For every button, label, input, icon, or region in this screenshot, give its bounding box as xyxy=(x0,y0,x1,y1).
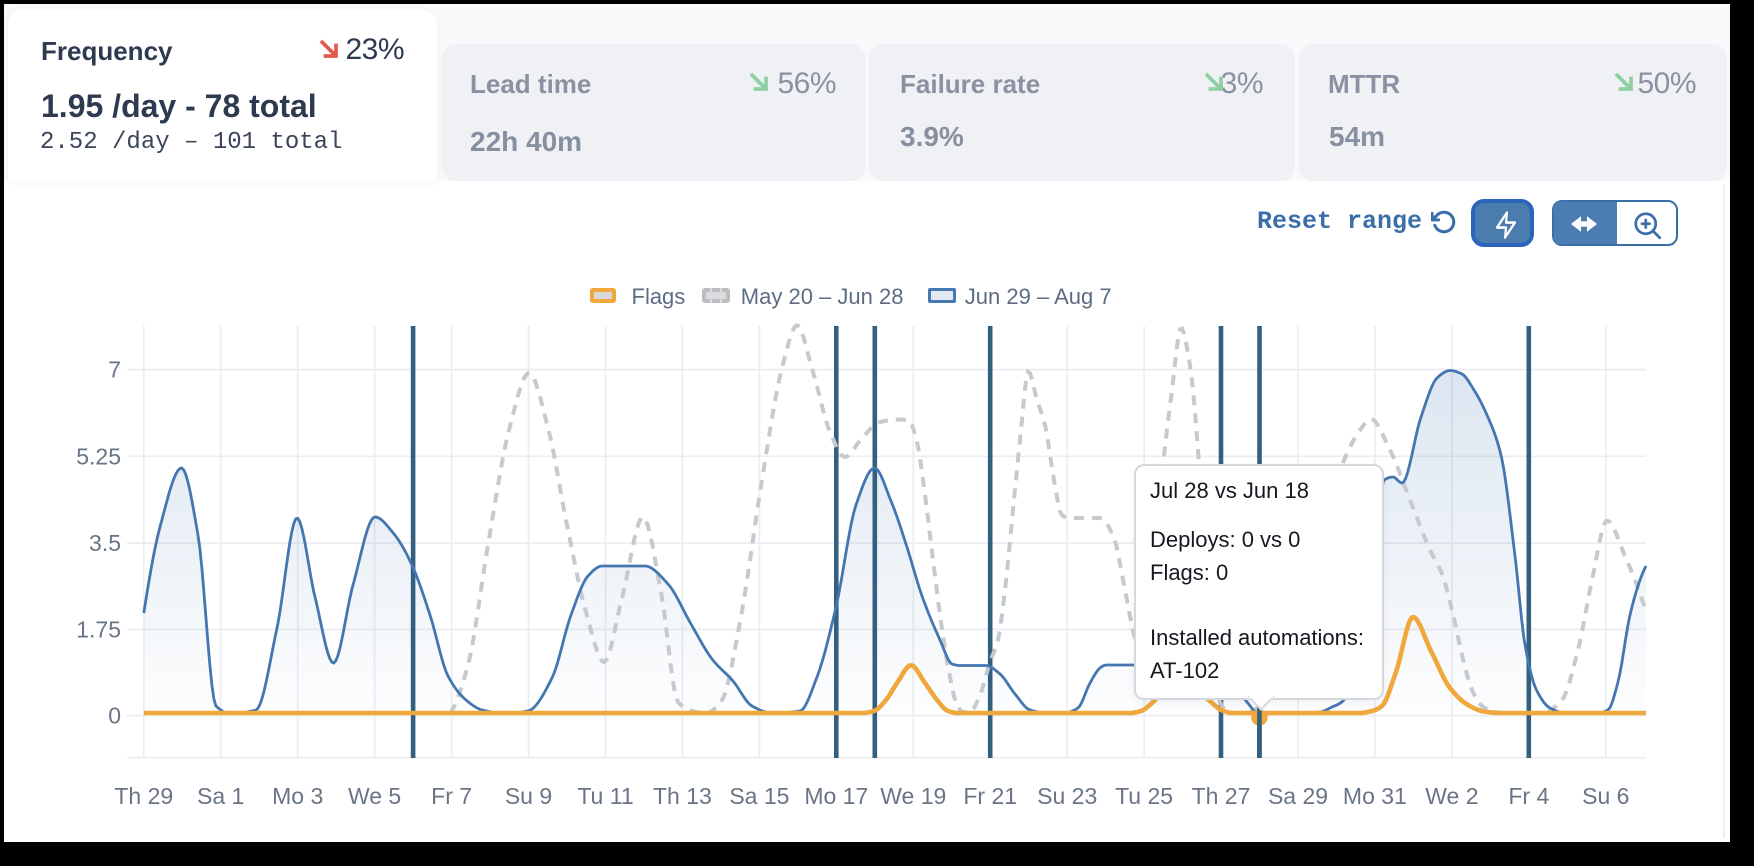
svg-text:Th 13: Th 13 xyxy=(653,783,712,809)
svg-text:We 5: We 5 xyxy=(348,783,401,809)
svg-text:Th 29: Th 29 xyxy=(114,783,173,809)
svg-text:Sa 29: Sa 29 xyxy=(1268,783,1328,809)
svg-text:Mo 17: Mo 17 xyxy=(804,783,868,809)
svg-text:Fr 21: Fr 21 xyxy=(963,783,1017,809)
svg-text:Su 23: Su 23 xyxy=(1037,783,1097,809)
svg-text:1.75: 1.75 xyxy=(76,616,121,642)
svg-text:We 19: We 19 xyxy=(880,783,946,809)
svg-text:Mo 3: Mo 3 xyxy=(272,783,323,809)
svg-text:Su 9: Su 9 xyxy=(505,783,552,809)
svg-text:5.25: 5.25 xyxy=(76,443,121,469)
svg-text:Sa 15: Sa 15 xyxy=(729,783,789,809)
svg-text:Mo 31: Mo 31 xyxy=(1343,783,1407,809)
svg-text:Tu 25: Tu 25 xyxy=(1115,783,1173,809)
svg-text:Fr 7: Fr 7 xyxy=(431,783,472,809)
svg-text:Tu 11: Tu 11 xyxy=(577,783,633,809)
svg-text:Th 27: Th 27 xyxy=(1192,783,1251,809)
svg-text:3.5: 3.5 xyxy=(89,530,121,556)
svg-text:0: 0 xyxy=(108,703,121,729)
svg-text:Su 6: Su 6 xyxy=(1582,783,1629,809)
svg-text:Fr 4: Fr 4 xyxy=(1508,783,1549,809)
svg-text:We 2: We 2 xyxy=(1425,783,1478,809)
svg-text:Sa 1: Sa 1 xyxy=(197,783,244,809)
svg-text:7: 7 xyxy=(108,357,121,383)
